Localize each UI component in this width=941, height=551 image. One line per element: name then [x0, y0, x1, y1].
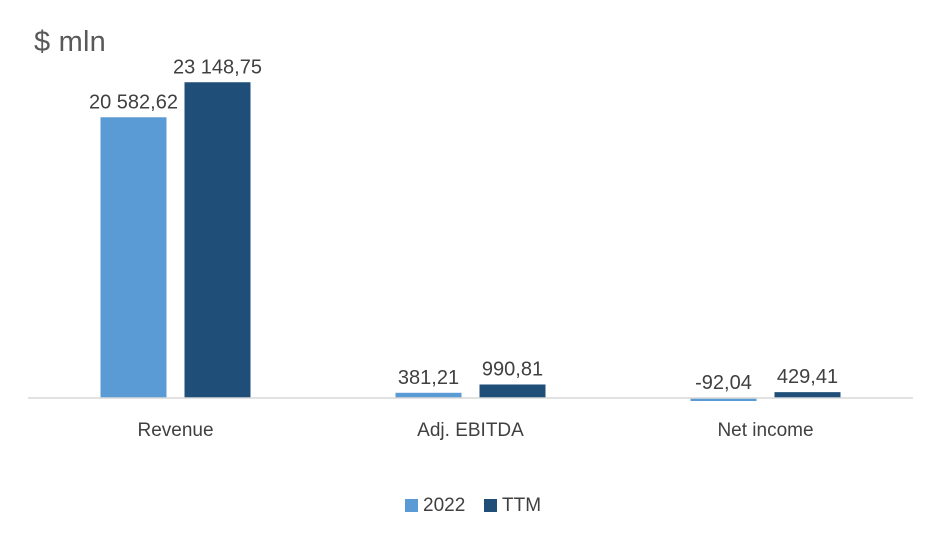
- category-label: Net income: [717, 420, 813, 441]
- bar-2022: [395, 392, 462, 398]
- unit-label: $ mln: [34, 26, 106, 58]
- category-label: Adj. EBITDA: [417, 420, 524, 441]
- bar-ttm: [774, 392, 841, 398]
- data-label: 23 148,75: [173, 56, 262, 78]
- legend-swatch-ttm: [484, 499, 497, 512]
- legend-label: 2022: [423, 495, 465, 516]
- legend-swatch-2022: [405, 499, 418, 512]
- legend-label: TTM: [502, 495, 541, 516]
- category-label: Revenue: [137, 420, 213, 441]
- data-label: 20 582,62: [89, 91, 178, 113]
- bar-ttm: [184, 82, 251, 399]
- bar-2022: [690, 398, 757, 401]
- data-label: 429,41: [777, 366, 838, 388]
- bar-2022: [100, 117, 167, 399]
- data-label: 990,81: [482, 358, 543, 380]
- bar-ttm: [479, 384, 546, 398]
- data-label: 381,21: [398, 367, 459, 389]
- data-label: -92,04: [695, 372, 752, 394]
